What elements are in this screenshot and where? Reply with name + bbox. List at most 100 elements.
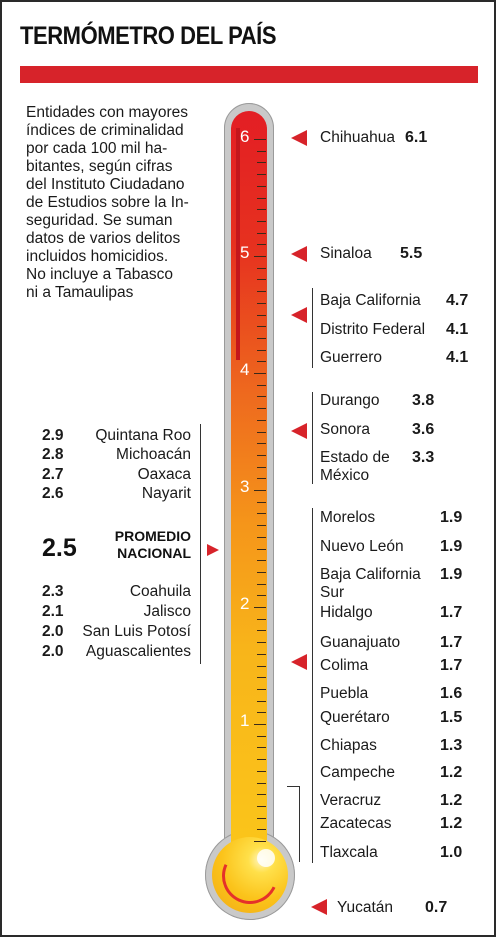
- state-name: Aguascalientes: [85, 643, 191, 660]
- scale-tick: [257, 571, 266, 573]
- scale-tick: [257, 794, 266, 796]
- scale-tick: [257, 630, 266, 632]
- scale-tick: [257, 770, 266, 772]
- state-name-line2: México: [320, 467, 370, 484]
- mercury-highlight: [236, 128, 240, 360]
- state-name-line2: Sur: [320, 584, 345, 601]
- state-name: Colima: [320, 657, 369, 674]
- scale-tick: [257, 525, 266, 527]
- state-name: Durango: [320, 392, 380, 409]
- description-line: No incluye a Tabasco: [26, 266, 174, 283]
- scale-tick: [257, 466, 266, 468]
- description-line: incluidos homicidios.: [26, 248, 169, 265]
- scale-tick: [257, 150, 266, 152]
- scale-tick: [257, 209, 266, 211]
- arrow-group-c: [291, 654, 307, 670]
- state-value: 2.0: [42, 643, 64, 660]
- state-value: 0.7: [425, 899, 448, 916]
- state-name: Baja California: [320, 566, 421, 583]
- scale-tick: [257, 384, 266, 386]
- state-name: Nayarit: [141, 485, 191, 502]
- scale-tick: [257, 700, 266, 702]
- scale-tick: [257, 267, 266, 269]
- state-value: 2.3: [42, 583, 64, 600]
- page-title: TERMÓMETRO DEL PAÍS: [20, 22, 277, 50]
- scale-tick: [257, 197, 266, 199]
- state-name: Estado de: [320, 449, 390, 466]
- arrow-chihuahua: [291, 130, 307, 146]
- description: Entidades con mayores índices de crimina…: [26, 104, 226, 302]
- description-line: Entidades con mayores: [26, 104, 188, 121]
- state-name: Oaxaca: [137, 466, 191, 483]
- state-name: Guanajuato: [320, 634, 401, 651]
- bracket-group-c: [312, 508, 313, 863]
- scale-tick: [257, 431, 266, 433]
- state-name: Sonora: [320, 421, 370, 438]
- description-line: por cada 100 mil ha-: [26, 140, 168, 157]
- state-name: Morelos: [320, 509, 376, 526]
- state-value: 1.0: [440, 844, 463, 861]
- state-value: 1.2: [440, 792, 463, 809]
- thermometer-bulb-fill: [212, 837, 288, 913]
- bracket-group-b: [312, 392, 313, 484]
- scale-tick: [254, 373, 266, 374]
- scale-tick: [257, 560, 266, 562]
- arrow-sinaloa: [291, 246, 307, 262]
- scale-tick: [257, 337, 266, 339]
- bracket-left: [200, 424, 201, 664]
- scale-label-3: 3: [240, 477, 250, 496]
- state-name: Campeche: [320, 764, 395, 781]
- scale-tick: [257, 782, 266, 784]
- scale-tick: [257, 244, 266, 246]
- scale-tick: [257, 665, 266, 667]
- state-value: 3.6: [412, 421, 435, 438]
- scale-tick: [257, 361, 266, 363]
- state-value: 1.7: [440, 634, 463, 651]
- scale-tick: [257, 653, 266, 655]
- state-value: 1.9: [440, 566, 463, 583]
- scale-tick: [254, 139, 266, 140]
- scale-tick: [257, 302, 266, 304]
- state-value: 1.9: [440, 509, 463, 526]
- scale-tick: [257, 618, 266, 620]
- scale-tick: [257, 583, 266, 585]
- state-name: Nuevo León: [320, 538, 404, 555]
- state-value: 2.1: [42, 603, 64, 620]
- scale-tick: [257, 747, 266, 749]
- state-value: 4.7: [446, 292, 469, 309]
- state-value: 5.5: [400, 245, 423, 262]
- state-name: Puebla: [320, 685, 369, 702]
- scale-tick: [257, 396, 266, 398]
- state-value: 3.3: [412, 449, 435, 466]
- scale-tick: [254, 256, 266, 257]
- state-name: San Luis Potosí: [82, 623, 191, 640]
- arrow-average: [207, 544, 219, 556]
- scale-tick: [257, 326, 266, 328]
- scale-tick: [257, 595, 266, 597]
- scale-tick: [257, 478, 266, 480]
- state-name: Michoacán: [116, 446, 191, 463]
- state-value: 1.7: [440, 657, 463, 674]
- scale-tick: [257, 829, 266, 831]
- scale-tick: [257, 712, 266, 714]
- state-name: Tlaxcala: [320, 844, 378, 861]
- state-name: Querétaro: [320, 709, 390, 726]
- arrow-group-a: [291, 307, 307, 323]
- scale-tick: [257, 817, 266, 819]
- national-average-label: PROMEDIO NACIONAL: [90, 528, 191, 562]
- scale-tick: [257, 408, 266, 410]
- description-line: seguridad. Se suman: [26, 212, 173, 229]
- scale-tick: [257, 162, 266, 164]
- state-value: 1.9: [440, 538, 463, 555]
- description-line: índices de criminalidad: [26, 122, 184, 139]
- arrow-group-b: [291, 423, 307, 439]
- scale-label-6: 6: [240, 127, 250, 146]
- scale-tick: [257, 536, 266, 538]
- description-line: datos de varios delitos: [26, 230, 181, 247]
- bracket-low: [299, 786, 300, 862]
- state-name: Baja California: [320, 292, 421, 309]
- bulb-shine: [257, 849, 275, 867]
- state-name: Distrito Federal: [320, 321, 426, 338]
- national-average-label-line2: NACIONAL: [117, 545, 191, 561]
- scale-tick: [257, 349, 266, 351]
